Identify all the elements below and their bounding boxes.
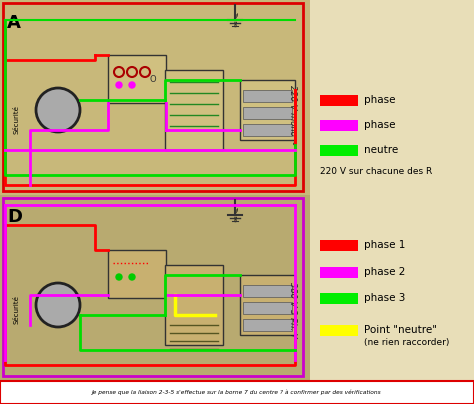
Text: Je pense que la liaison 2-3-5 s'effectue sur la borne 7 du centre ? à confirmer : Je pense que la liaison 2-3-5 s'effectue… bbox=[92, 389, 382, 395]
Text: Terre: Terre bbox=[231, 207, 237, 223]
Text: phase 3: phase 3 bbox=[364, 293, 405, 303]
Text: phase 1: phase 1 bbox=[364, 240, 405, 250]
Bar bbox=[320, 95, 358, 106]
Text: Sécurité: Sécurité bbox=[14, 296, 20, 324]
Text: Point "neutre": Point "neutre" bbox=[364, 325, 437, 335]
Bar bbox=[243, 124, 292, 136]
Bar bbox=[0, 195, 310, 380]
Bar bbox=[243, 285, 292, 297]
Bar bbox=[243, 319, 292, 331]
Text: Sécurité: Sécurité bbox=[14, 105, 20, 135]
Text: D: D bbox=[7, 208, 22, 226]
Text: A: A bbox=[7, 14, 21, 32]
Bar bbox=[0, 0, 310, 195]
Bar bbox=[3, 3, 303, 191]
Bar bbox=[320, 145, 358, 156]
Bar bbox=[243, 90, 292, 102]
Circle shape bbox=[36, 283, 80, 327]
Text: phase: phase bbox=[364, 95, 395, 105]
Bar bbox=[108, 55, 166, 103]
Bar bbox=[165, 70, 223, 150]
Text: (ne rien raccorder): (ne rien raccorder) bbox=[364, 339, 449, 347]
Bar bbox=[320, 120, 358, 131]
Text: neutre: neutre bbox=[364, 145, 398, 155]
Bar bbox=[320, 325, 358, 336]
Bar bbox=[240, 275, 295, 335]
Text: 380 V 3 Ph. Y: 380 V 3 Ph. Y bbox=[288, 282, 297, 338]
Bar bbox=[310, 0, 474, 404]
Bar bbox=[320, 240, 358, 251]
Bar bbox=[240, 80, 295, 140]
Bar bbox=[320, 267, 358, 278]
Bar bbox=[165, 265, 223, 345]
Bar bbox=[243, 107, 292, 119]
Text: 220 V sur chacune des R: 220 V sur chacune des R bbox=[320, 168, 432, 177]
Bar bbox=[3, 198, 303, 376]
Circle shape bbox=[129, 274, 135, 280]
Circle shape bbox=[116, 274, 122, 280]
Text: 220 V mono ~: 220 V mono ~ bbox=[288, 85, 297, 145]
Circle shape bbox=[129, 82, 135, 88]
Circle shape bbox=[116, 82, 122, 88]
Text: phase: phase bbox=[364, 120, 395, 130]
Text: Terre: Terre bbox=[231, 12, 237, 27]
Text: O: O bbox=[150, 74, 156, 84]
Bar bbox=[243, 302, 292, 314]
Bar bbox=[320, 293, 358, 304]
Circle shape bbox=[36, 88, 80, 132]
Bar bbox=[0, 381, 474, 404]
Bar bbox=[108, 250, 166, 298]
Text: phase 2: phase 2 bbox=[364, 267, 405, 277]
